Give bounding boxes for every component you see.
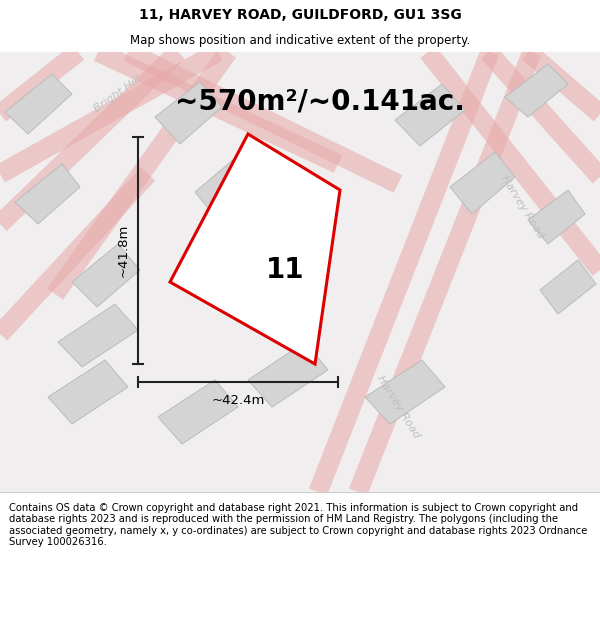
Text: Contains OS data © Crown copyright and database right 2021. This information is : Contains OS data © Crown copyright and d… — [9, 503, 587, 548]
Polygon shape — [528, 190, 585, 244]
Text: Harvey Road: Harvey Road — [499, 174, 545, 240]
Text: ~42.4m: ~42.4m — [211, 394, 265, 407]
Polygon shape — [48, 360, 128, 424]
Text: 11: 11 — [266, 256, 304, 284]
Polygon shape — [365, 360, 445, 424]
Polygon shape — [72, 244, 140, 307]
Polygon shape — [248, 342, 328, 407]
Polygon shape — [15, 164, 80, 224]
Polygon shape — [540, 260, 596, 314]
Text: Harvey Road: Harvey Road — [374, 374, 421, 440]
Text: Bright Hill: Bright Hill — [92, 74, 143, 114]
Polygon shape — [58, 304, 138, 367]
Text: ~570m²/~0.141ac.: ~570m²/~0.141ac. — [175, 88, 465, 116]
Polygon shape — [195, 154, 260, 220]
Polygon shape — [170, 134, 340, 364]
Polygon shape — [395, 84, 465, 146]
Text: Map shows position and indicative extent of the property.: Map shows position and indicative extent… — [130, 34, 470, 47]
Text: 11, HARVEY ROAD, GUILDFORD, GU1 3SG: 11, HARVEY ROAD, GUILDFORD, GU1 3SG — [139, 8, 461, 21]
Polygon shape — [505, 64, 568, 117]
Polygon shape — [5, 74, 72, 134]
Polygon shape — [155, 82, 222, 144]
Polygon shape — [450, 152, 515, 214]
Text: ~41.8m: ~41.8m — [117, 224, 130, 278]
Polygon shape — [158, 380, 238, 444]
